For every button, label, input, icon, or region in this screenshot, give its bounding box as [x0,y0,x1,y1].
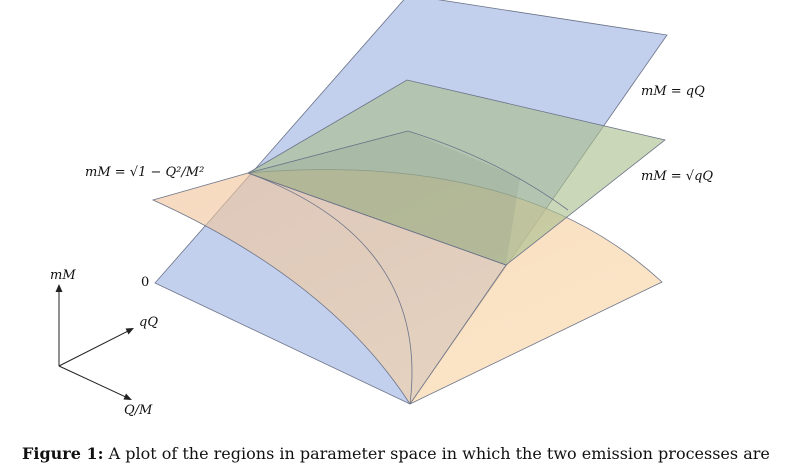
label-plane-qq: mM = qQ [641,84,705,99]
arrow-mm-icon [55,284,63,292]
axis-qq [58,329,131,367]
axis-qm [58,365,129,399]
label-axis-qm: Q/M [124,403,153,418]
label-curve: mM = √1 − Q²/M² [85,165,205,180]
arrow-qm-icon [123,393,132,400]
label-plane-sqrt-qq: mM = √qQ [641,169,714,184]
label-zero: 0 [141,275,150,290]
intersection-line [247,130,409,174]
intersection-curve-front [247,172,507,405]
figure-caption: Figure 1: A plot of the regions in param… [22,444,802,463]
caption-label: Figure 1: [22,444,104,463]
intersection-curve-left [247,172,413,405]
intersection-region [248,131,520,265]
caption-text: A plot of the regions in parameter space… [103,444,770,463]
label-axis-mm: mM [50,268,76,283]
arrow-qq-icon [125,328,134,335]
label-axis-qq: qQ [139,315,158,330]
intersection-curve-top [407,130,569,211]
